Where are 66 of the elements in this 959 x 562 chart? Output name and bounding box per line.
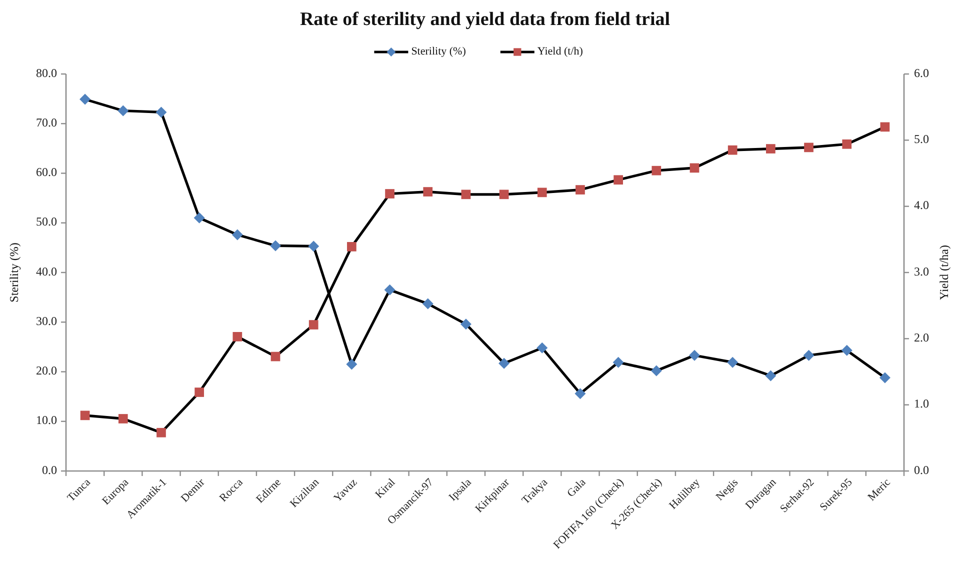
y2-tick-label: 5.0 <box>914 132 929 146</box>
legend-label: Sterility (%) <box>411 46 466 58</box>
y-tick-label: 50.0 <box>36 214 57 229</box>
point <box>689 350 700 361</box>
point <box>156 428 166 438</box>
point <box>346 358 358 370</box>
y-tick-label: 80.0 <box>36 66 57 80</box>
point <box>880 122 890 132</box>
y-tick-label: 70.0 <box>36 115 57 130</box>
point <box>460 318 472 330</box>
y2-tick-label: 0.0 <box>914 462 929 477</box>
point <box>232 332 242 342</box>
y2-tick-label: 4.0 <box>914 198 929 212</box>
point <box>842 139 852 149</box>
point <box>156 106 167 118</box>
point <box>727 356 738 368</box>
point <box>574 388 586 400</box>
y2-tick-label: 1.0 <box>914 396 929 411</box>
legend-label: Yield (t/h) <box>537 46 584 58</box>
y2-tick-label: 3.0 <box>914 264 929 278</box>
point <box>576 185 585 194</box>
y-tick-label: 10.0 <box>36 413 57 428</box>
point <box>728 145 738 155</box>
point <box>384 284 396 296</box>
point <box>841 344 852 356</box>
chart-title: Rate of sterility and yield data from field trial <box>300 9 670 30</box>
point <box>118 414 128 424</box>
point <box>80 94 91 105</box>
point <box>308 240 320 252</box>
point <box>537 188 547 198</box>
point <box>879 372 890 384</box>
point <box>308 320 318 330</box>
y-tick-label: 40.0 <box>36 264 57 278</box>
point <box>690 163 700 173</box>
point <box>423 187 433 196</box>
x-tick-label: Gala <box>564 476 588 500</box>
point <box>422 298 434 310</box>
y-tick-label: 0.0 <box>42 462 57 477</box>
y2-tick-label: 6.0 <box>914 66 929 80</box>
point <box>614 175 623 185</box>
point <box>766 144 776 154</box>
y-tick-label: 20.0 <box>36 364 57 378</box>
point <box>650 365 662 376</box>
point <box>80 410 90 420</box>
point <box>803 350 814 361</box>
point <box>118 105 129 116</box>
point <box>385 189 394 198</box>
y-axis-title: Sterility (%) <box>7 242 21 302</box>
point <box>347 242 356 252</box>
point <box>804 142 814 152</box>
point <box>652 166 662 176</box>
point <box>194 212 205 224</box>
point <box>499 190 509 200</box>
point <box>612 356 624 368</box>
point <box>498 358 510 369</box>
point <box>194 388 204 397</box>
y2-axis-title: Yield (t/ha) <box>937 245 951 300</box>
y-tick-label: 60.0 <box>36 165 57 179</box>
point <box>270 240 281 252</box>
point <box>461 190 471 200</box>
point <box>270 352 280 362</box>
y-tick-label: 30.0 <box>36 314 57 328</box>
point <box>536 342 548 354</box>
point <box>232 229 243 240</box>
point <box>765 370 776 382</box>
y2-tick-label: 2.0 <box>914 330 929 344</box>
